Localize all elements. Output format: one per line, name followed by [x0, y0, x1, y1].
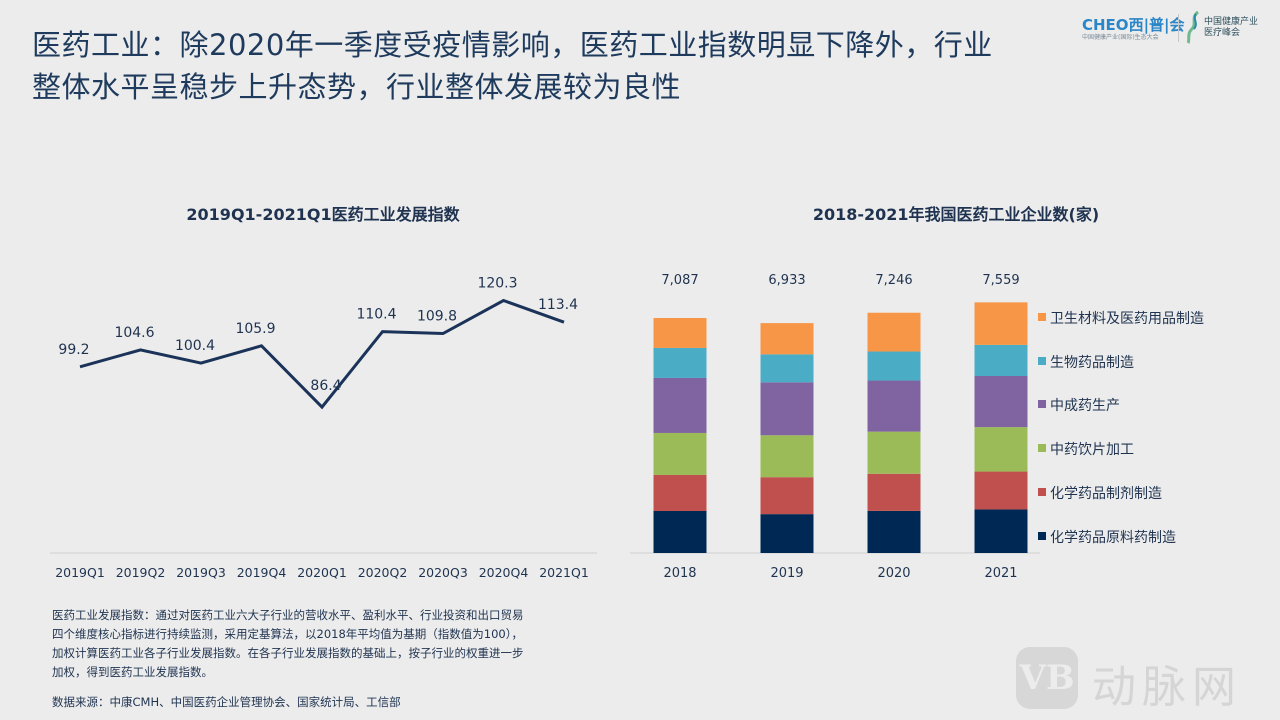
logo-divider	[1178, 14, 1179, 42]
x-tick-label: 2019Q3	[176, 565, 226, 580]
bar-total-label: 7,087	[661, 273, 698, 288]
bar-total-label: 7,559	[982, 273, 1019, 288]
x-tick-label: 2021Q1	[539, 565, 589, 580]
data-label: 110.4	[356, 307, 396, 323]
bar-segment	[867, 312, 921, 352]
leaf-swirl-icon	[1186, 10, 1200, 44]
bar-segment	[653, 510, 707, 553]
headline-line-2: 整体水平呈稳步上升态势，行业整体发展较为良性	[32, 70, 682, 104]
data-label: 113.4	[538, 297, 578, 313]
data-label: 100.4	[175, 338, 215, 354]
data-label: 105.9	[235, 321, 275, 337]
bar-segment	[974, 427, 1028, 472]
data-label: 99.2	[58, 342, 89, 358]
bar-segment	[760, 477, 814, 515]
legend-label: 卫生材料及医药用品制造	[1050, 311, 1204, 327]
note-line: 加权，得到医药工业发展指数。	[52, 665, 213, 679]
line-chart: 99.2 2019Q1 104.6 2019Q2 100.4 2019Q3 105.9 201…	[50, 276, 597, 580]
x-tick-label: 2018	[663, 566, 696, 581]
legend-label: 中药饮片加工	[1050, 442, 1134, 458]
x-tick-label: 2020Q1	[297, 565, 347, 580]
watermark: VB 动脉网	[1014, 645, 1274, 715]
data-source: 数据来源：中康CMH、中国医药企业管理协会、国家统计局、工信部	[52, 695, 401, 709]
line-chart-title: 2019Q1-2021Q1医药工业发展指数	[186, 205, 460, 224]
data-label: 109.8	[417, 309, 457, 325]
event-logo: CHEO西|普|会 中国健康产业(国际)生态大会 中国健康产业 医疗峰会	[1082, 8, 1262, 48]
bar-segment	[974, 509, 1028, 553]
note-line: 加权计算医药工业各子行业发展指数。在各子行业发展指数的基础上，按子行业的权重进一…	[52, 646, 524, 660]
index-definition-note: 医药工业发展指数：通过对医药工业六大子行业的营收水平、盈利水平、行业投资和出口贸…	[52, 606, 632, 682]
bar-segment	[760, 354, 814, 383]
bar-segment	[760, 382, 814, 436]
bar-segment	[867, 380, 921, 432]
cheo-brand-suffix: 西|普|会	[1128, 16, 1185, 34]
bar-chart-title: 2018-2021年我国医药工业企业数(家)	[812, 205, 1100, 224]
note-line: 四个维度核心指标进行持续监测，采用定基算法，以2018年平均值为基期（指数值为1…	[52, 627, 523, 641]
x-tick-label: 2019Q1	[55, 565, 105, 580]
watermark-text: 动脉网	[1092, 662, 1242, 713]
x-tick-label: 2020Q2	[358, 565, 408, 580]
bar-segment	[653, 474, 707, 511]
bar-segment	[653, 377, 707, 433]
x-tick-label: 2019Q4	[237, 565, 287, 580]
x-tick-label: 2021	[984, 566, 1017, 581]
partner-line-1: 中国健康产业	[1204, 17, 1259, 27]
legend-swatch	[1038, 313, 1046, 321]
bar-segment	[760, 323, 814, 355]
x-tick-label: 2020Q4	[479, 565, 529, 580]
x-tick-label: 2019Q2	[116, 565, 166, 580]
watermark-logo-icon: VB	[1016, 647, 1078, 709]
data-label: 104.6	[114, 325, 154, 341]
legend-swatch	[1038, 400, 1046, 408]
data-label: 120.3	[477, 276, 517, 292]
partner-logo-text: 中国健康产业 医疗峰会	[1204, 17, 1258, 39]
bar-segment	[653, 432, 707, 475]
cheo-logo: CHEO西|普|会	[1082, 14, 1185, 35]
bar-segment	[867, 431, 921, 474]
bar-segment	[867, 473, 921, 511]
legend-swatch	[1038, 488, 1046, 496]
index-series-line	[79, 298, 565, 410]
bar-total-label: 6,933	[768, 273, 805, 288]
bar-segment	[867, 510, 921, 553]
x-tick-label: 2020Q3	[418, 565, 468, 580]
cheo-subtitle: 中国健康产业(国际)生态大会	[1082, 34, 1159, 41]
bar-segment	[760, 514, 814, 553]
cheo-brand-text: CHEO	[1082, 16, 1129, 34]
slide-headline: 医药工业：除2020年一季度受疫情影响，医药工业指数明显下降外，行业 整体水平呈…	[32, 24, 1072, 108]
legend-label: 中成药生产	[1050, 398, 1120, 414]
bar-segment	[974, 344, 1028, 376]
legend-swatch	[1038, 357, 1046, 365]
note-line: 医药工业发展指数：通过对医药工业六大子行业的营收水平、盈利水平、行业投资和出口贸…	[52, 608, 524, 622]
bar-segment	[653, 347, 707, 378]
legend-swatch	[1038, 532, 1046, 540]
legend-label: 生物药品制造	[1050, 355, 1134, 371]
bar-segment	[974, 471, 1028, 510]
partner-line-2: 医疗峰会	[1204, 28, 1241, 38]
bar-total-label: 7,246	[875, 273, 912, 288]
data-label: 86.4	[310, 378, 341, 394]
bar-segment	[974, 302, 1028, 345]
x-tick-label: 2020	[877, 566, 910, 581]
bar-chart: 7,087 2018 6,933 2019 7,246 2020 7,559 2021 卫生材料…	[630, 273, 1204, 581]
legend-label: 化学药品制剂制造	[1050, 486, 1162, 502]
bar-segment	[653, 318, 707, 348]
legend-swatch	[1038, 444, 1046, 452]
bar-segment	[867, 351, 921, 381]
bar-segment	[974, 375, 1028, 428]
legend-label: 化学药品原料药制造	[1050, 530, 1176, 546]
bar-segment	[760, 435, 814, 478]
x-tick-label: 2019	[770, 566, 803, 581]
headline-line-1: 医药工业：除2020年一季度受疫情影响，医药工业指数明显下降外，行业	[32, 28, 993, 62]
